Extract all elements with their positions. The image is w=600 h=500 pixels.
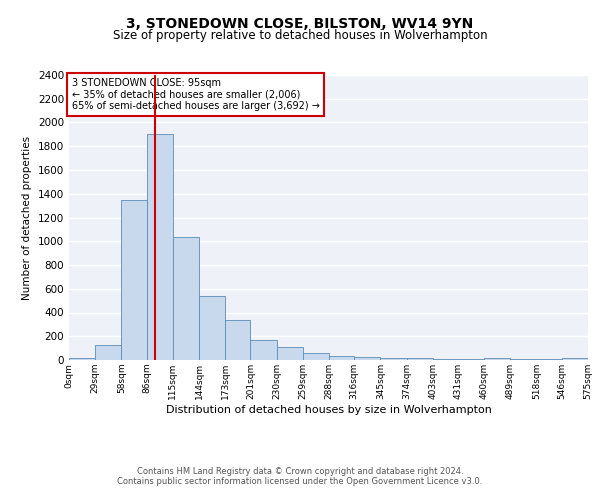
Bar — [380, 358, 407, 360]
Bar — [250, 340, 277, 360]
Y-axis label: Number of detached properties: Number of detached properties — [22, 136, 32, 300]
Bar — [95, 344, 121, 360]
Bar — [562, 358, 588, 360]
Bar — [303, 354, 329, 360]
Bar — [277, 347, 303, 360]
Text: 3 STONEDOWN CLOSE: 95sqm
← 35% of detached houses are smaller (2,006)
65% of sem: 3 STONEDOWN CLOSE: 95sqm ← 35% of detach… — [71, 78, 319, 111]
Bar — [407, 358, 433, 360]
Bar — [354, 357, 380, 360]
Bar — [121, 200, 146, 360]
Bar — [225, 320, 250, 360]
Text: Size of property relative to detached houses in Wolverhampton: Size of property relative to detached ho… — [113, 29, 487, 42]
Text: Contains HM Land Registry data © Crown copyright and database right 2024.: Contains HM Land Registry data © Crown c… — [137, 467, 463, 476]
Bar — [69, 358, 95, 360]
Bar — [484, 358, 511, 360]
Bar — [433, 359, 458, 360]
Bar — [173, 236, 199, 360]
Text: Contains public sector information licensed under the Open Government Licence v3: Contains public sector information licen… — [118, 477, 482, 486]
Bar — [146, 134, 173, 360]
X-axis label: Distribution of detached houses by size in Wolverhampton: Distribution of detached houses by size … — [166, 404, 491, 414]
Bar — [199, 296, 225, 360]
Text: 3, STONEDOWN CLOSE, BILSTON, WV14 9YN: 3, STONEDOWN CLOSE, BILSTON, WV14 9YN — [127, 18, 473, 32]
Bar — [329, 356, 354, 360]
